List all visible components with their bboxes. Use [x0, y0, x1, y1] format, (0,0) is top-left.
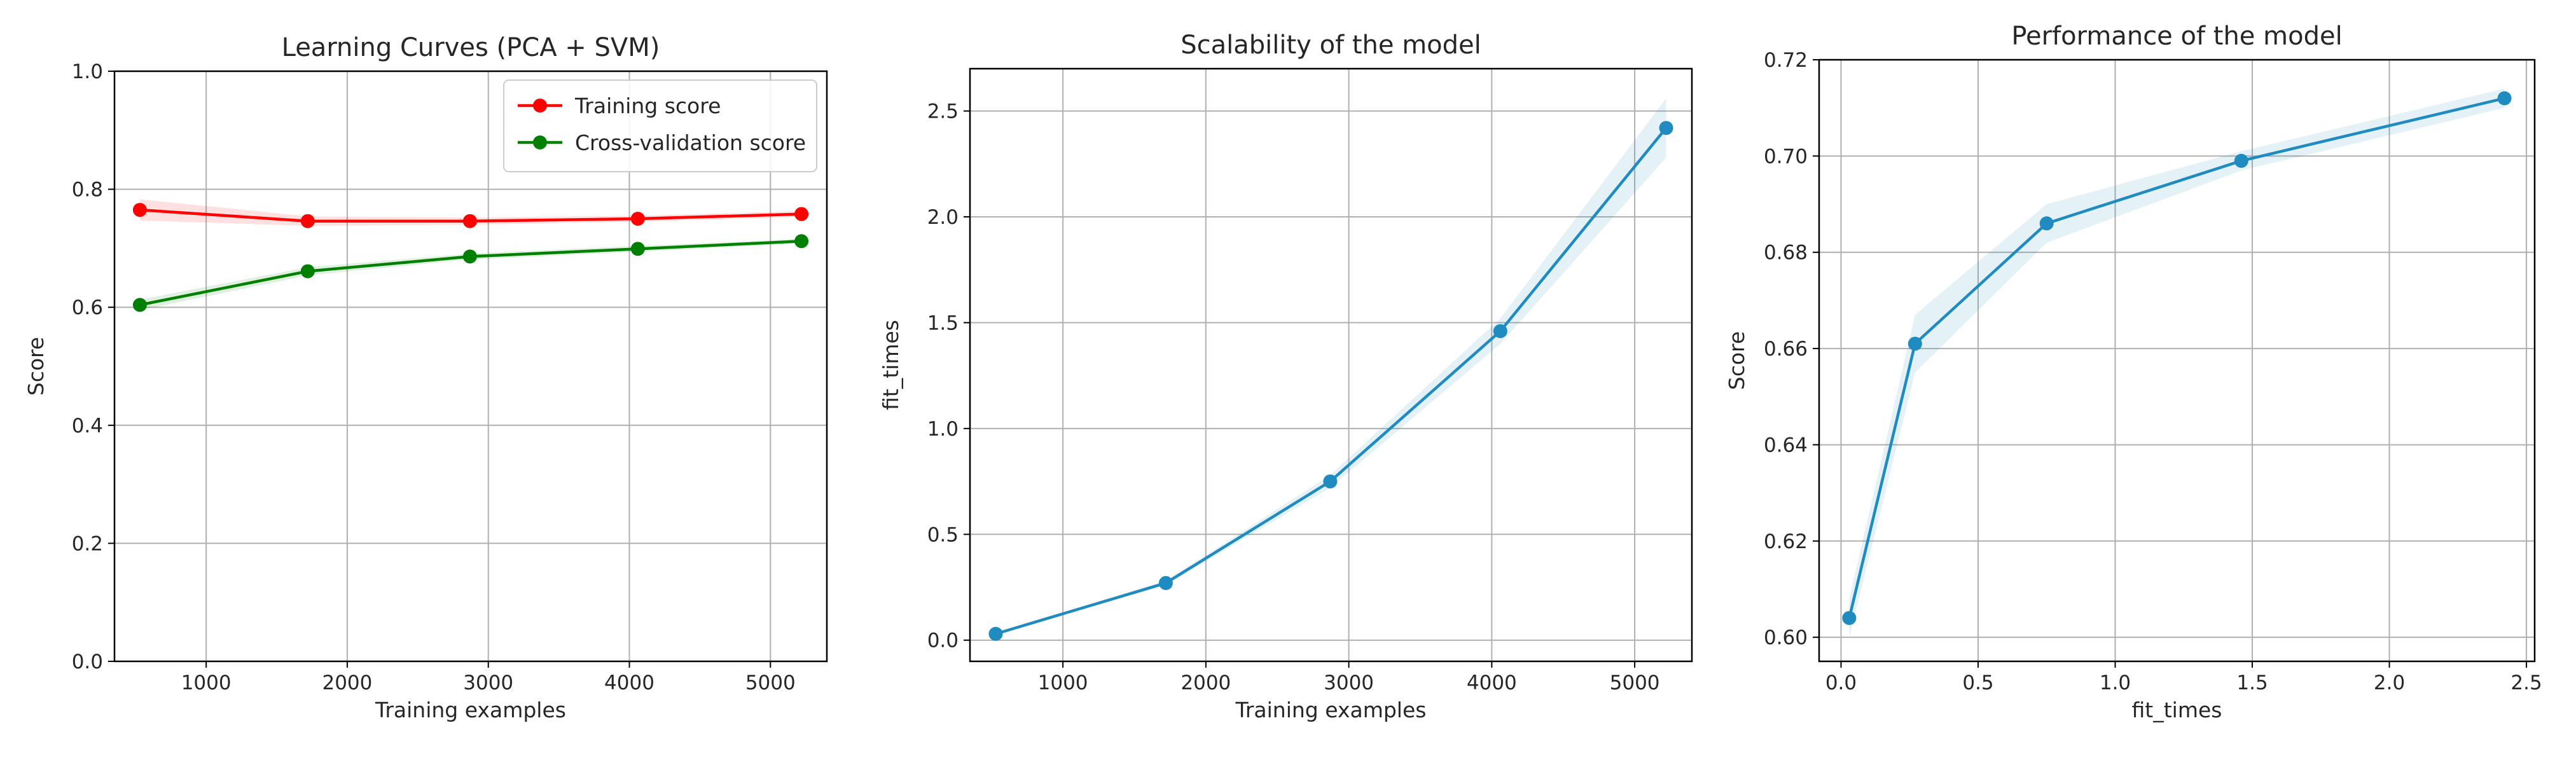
x-tick-label: 2000	[322, 672, 372, 694]
data-point	[988, 626, 1003, 641]
y-tick-label: 0.2	[72, 532, 103, 555]
x-tick-label: 4000	[1467, 672, 1517, 694]
chart-title: Performance of the model	[2011, 22, 2342, 51]
data-point	[1908, 336, 1922, 351]
legend-box	[503, 79, 817, 172]
x-tick-label: 1000	[1038, 672, 1088, 694]
x-tick-label: 2.0	[2374, 672, 2405, 694]
chart-panel-2: 1000 2000 3000 4000 5000 0.0 0.5 1.0 1.5 2.0 2.5 Sc…	[878, 31, 1693, 722]
y-tick-label: 0.72	[1764, 49, 1808, 72]
x-tick-label: 1.0	[2100, 672, 2131, 694]
data-point	[462, 249, 477, 264]
axes-frame	[113, 70, 828, 663]
data-point	[462, 214, 477, 228]
y-tick-label: 0.0	[72, 651, 103, 673]
x-tick-label: 4000	[604, 672, 654, 694]
data-point	[132, 203, 147, 217]
data-point	[1842, 610, 1857, 625]
y-tick-label: 0.0	[927, 630, 959, 652]
y-tick-label: 0.64	[1764, 434, 1808, 457]
axes-frame	[969, 67, 1693, 663]
legend: Training score Cross-validation score	[503, 79, 817, 172]
y-tick-label: 0.62	[1764, 530, 1808, 553]
y-tick-label: 1.5	[927, 312, 959, 334]
x-tick-label: 5000	[1610, 672, 1660, 694]
y-axis-label: fit_times	[878, 320, 903, 410]
data-point	[630, 242, 645, 256]
y-axis-label: Score	[24, 337, 48, 396]
y-tick-label: 2.0	[927, 206, 959, 229]
legend-marker	[533, 99, 547, 113]
legend-label: Training score	[574, 93, 721, 118]
legend-marker	[533, 135, 547, 149]
y-tick-label: 0.60	[1764, 626, 1808, 649]
x-axis-label: Training examples	[1235, 698, 1427, 722]
y-tick-label: 0.8	[72, 179, 103, 202]
data-point	[1493, 324, 1507, 338]
data-point	[2234, 153, 2248, 168]
confidence-band	[1849, 88, 2505, 638]
x-tick-label: 0.5	[1962, 672, 1993, 694]
chart-panel-3: 0.0 0.5 1.0 1.5 2.0 2.5 0.60 0.62 0.64 0.66 0.68 0.…	[1724, 22, 2542, 722]
data-point	[1323, 474, 1338, 489]
y-tick-label: 0.6	[72, 296, 103, 319]
chart-panel-1: 1000 2000 3000 4000 5000 0.0 0.2 0.4 0.6 0.8 1.0 Le…	[24, 33, 828, 722]
x-tick-label: 3000	[1324, 672, 1374, 694]
x-tick-label: 0.0	[1825, 672, 1857, 694]
confidence-band	[139, 238, 802, 310]
x-tick-label: 3000	[463, 672, 513, 694]
data-point	[630, 212, 645, 226]
chart-title: Learning Curves (PCA + SVM)	[282, 33, 660, 62]
y-tick-label: 0.70	[1764, 145, 1808, 168]
x-tick-label: 5000	[745, 672, 796, 694]
x-tick-label: 1000	[181, 672, 232, 694]
data-point	[1659, 121, 1673, 135]
y-tick-label: 0.4	[72, 415, 103, 438]
x-tick-label: 2000	[1181, 672, 1231, 694]
data-point	[300, 214, 315, 228]
x-tick-label: 2.5	[2510, 672, 2542, 694]
x-axis-label: fit_times	[2132, 698, 2222, 722]
data-point	[132, 298, 147, 312]
confidence-band	[995, 98, 1666, 635]
x-tick-label: 1.5	[2236, 672, 2268, 694]
chart-title: Scalability of the model	[1181, 31, 1481, 60]
data-point	[2039, 216, 2054, 231]
series-line	[995, 127, 1668, 635]
y-axis-label: Score	[1724, 331, 1749, 390]
data-point	[1158, 575, 1173, 590]
axes-frame	[1818, 59, 2536, 663]
y-tick-label: 0.5	[927, 523, 959, 546]
legend-label: Cross-validation score	[575, 130, 806, 155]
y-tick-label: 2.5	[927, 100, 959, 123]
y-tick-label: 1.0	[927, 418, 959, 441]
data-point	[2497, 91, 2512, 106]
y-tick-label: 0.66	[1764, 338, 1808, 361]
y-tick-label: 1.0	[72, 60, 103, 83]
x-axis-label: Training examples	[375, 698, 566, 722]
y-tick-label: 0.68	[1764, 242, 1808, 265]
data-point	[300, 264, 315, 279]
data-point	[794, 207, 809, 221]
data-point	[794, 234, 809, 249]
